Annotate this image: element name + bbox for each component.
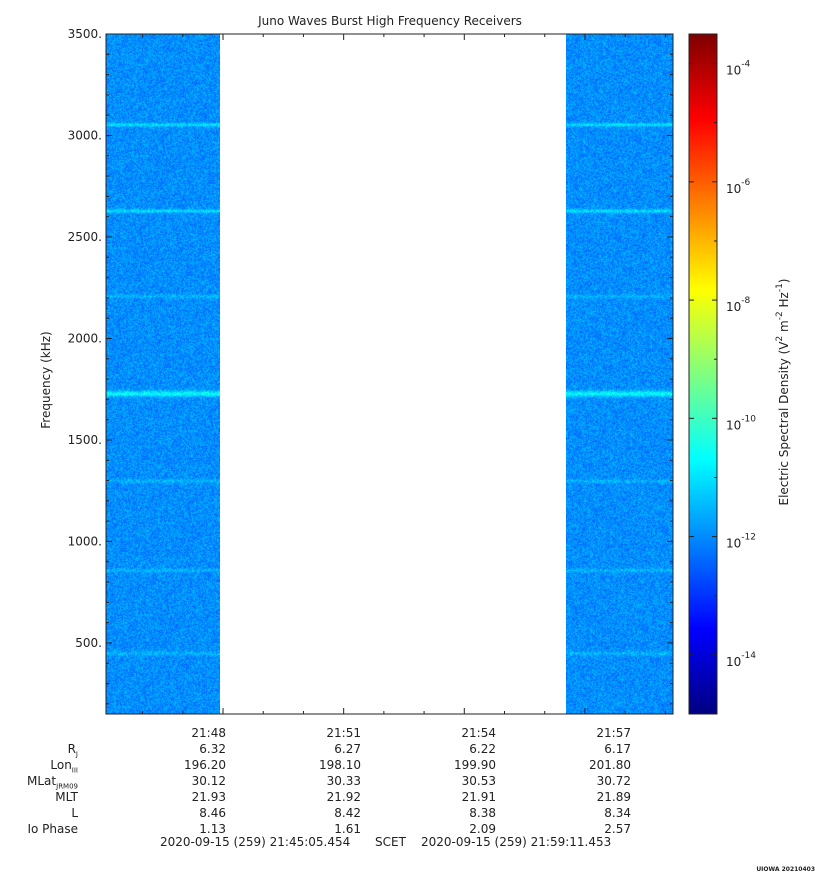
ephemeris-value: 1.61 <box>334 822 361 836</box>
footer-start-time: 2020-09-15 (259) 21:45:05.454 <box>160 835 351 849</box>
ephemeris-label: MLatJRM09 <box>27 774 78 791</box>
ephemeris-label: LonIII <box>50 758 78 775</box>
ephemeris-label: Io Phase <box>27 822 78 836</box>
ephemeris-value: 6.17 <box>604 742 631 756</box>
plot-area <box>106 34 673 714</box>
ephemeris-label: RJ <box>67 742 78 759</box>
y-axis-label: Frequency (kHz) <box>39 331 53 428</box>
colorbar-tick-label: 10-10 <box>726 414 756 432</box>
y-tick-label: 2500. <box>68 230 102 244</box>
ephemeris-value: 6.32 <box>199 742 226 756</box>
y-tick-label: 1500. <box>68 433 102 447</box>
ephemeris-value: 21.93 <box>191 790 226 804</box>
y-tick-label: 500. <box>75 636 102 650</box>
ephemeris-value: 30.33 <box>326 774 361 788</box>
ephemeris-value: 1.13 <box>199 822 226 836</box>
ephemeris-value: 30.12 <box>191 774 226 788</box>
x-tick-label: 21:57 <box>596 726 631 740</box>
colorbar-label: Electric Spectral Density (V2 m-2 Hz-1) <box>775 278 791 505</box>
y-tick-label: 3000. <box>68 128 102 142</box>
x-tick-label: 21:54 <box>461 726 496 740</box>
x-tick-label: 21:48 <box>191 726 226 740</box>
ephemeris-label: L <box>71 806 78 820</box>
footer-end-time: 2020-09-15 (259) 21:59:11.453 <box>421 835 612 849</box>
ephemeris-value: 30.72 <box>596 774 631 788</box>
ephemeris-value: 6.27 <box>334 742 361 756</box>
ephemeris-value: 6.22 <box>469 742 496 756</box>
colorbar-tick-label: 10-12 <box>726 533 756 551</box>
plot-frame <box>105 33 674 715</box>
x-tick-label: 21:51 <box>326 726 361 740</box>
colorbar-tick-label: 10-8 <box>726 296 751 314</box>
spectrogram-segment-2 <box>566 34 673 714</box>
y-tick-label: 3500. <box>68 27 102 41</box>
ephemeris-value: 8.42 <box>334 806 361 820</box>
footer-scet-label: SCET <box>375 835 406 849</box>
colorbar-gradient <box>689 34 717 714</box>
colorbar-tick-label: 10-14 <box>726 651 756 669</box>
uiowa-stamp: UIOWA 20210403 <box>756 866 815 873</box>
ephemeris-value: 21.91 <box>461 790 496 804</box>
ephemeris-value: 8.46 <box>199 806 226 820</box>
y-tick-label: 1000. <box>68 534 102 548</box>
ephemeris-label: MLT <box>55 790 78 804</box>
ephemeris-value: 21.92 <box>326 790 361 804</box>
ephemeris-value: 199.90 <box>454 758 496 772</box>
colorbar: 10-4 10-6 10-8 10-10 10-12 10-14 <box>688 33 756 715</box>
colorbar-tick-label: 10-4 <box>726 60 751 78</box>
ephemeris-value: 30.53 <box>461 774 496 788</box>
ephemeris-value: 8.34 <box>604 806 631 820</box>
spectrogram-segment-1 <box>106 34 220 714</box>
ephemeris-value: 21.89 <box>596 790 631 804</box>
chart-title: Juno Waves Burst High Frequency Receiver… <box>257 14 522 28</box>
ephemeris-value: 196.20 <box>184 758 226 772</box>
colorbar-frame <box>688 33 718 715</box>
ephemeris-value: 201.80 <box>589 758 631 772</box>
ephemeris-value: 8.38 <box>469 806 496 820</box>
ephemeris-value: 198.10 <box>319 758 361 772</box>
axes: 500. 1000. 1500. 2000. 2500. 3000. 3500. <box>68 27 674 715</box>
y-tick-label: 2000. <box>68 331 102 345</box>
colorbar-tick-label: 10-6 <box>726 178 751 196</box>
ephemeris-value: 2.57 <box>604 822 631 836</box>
ephemeris-value: 2.09 <box>469 822 496 836</box>
